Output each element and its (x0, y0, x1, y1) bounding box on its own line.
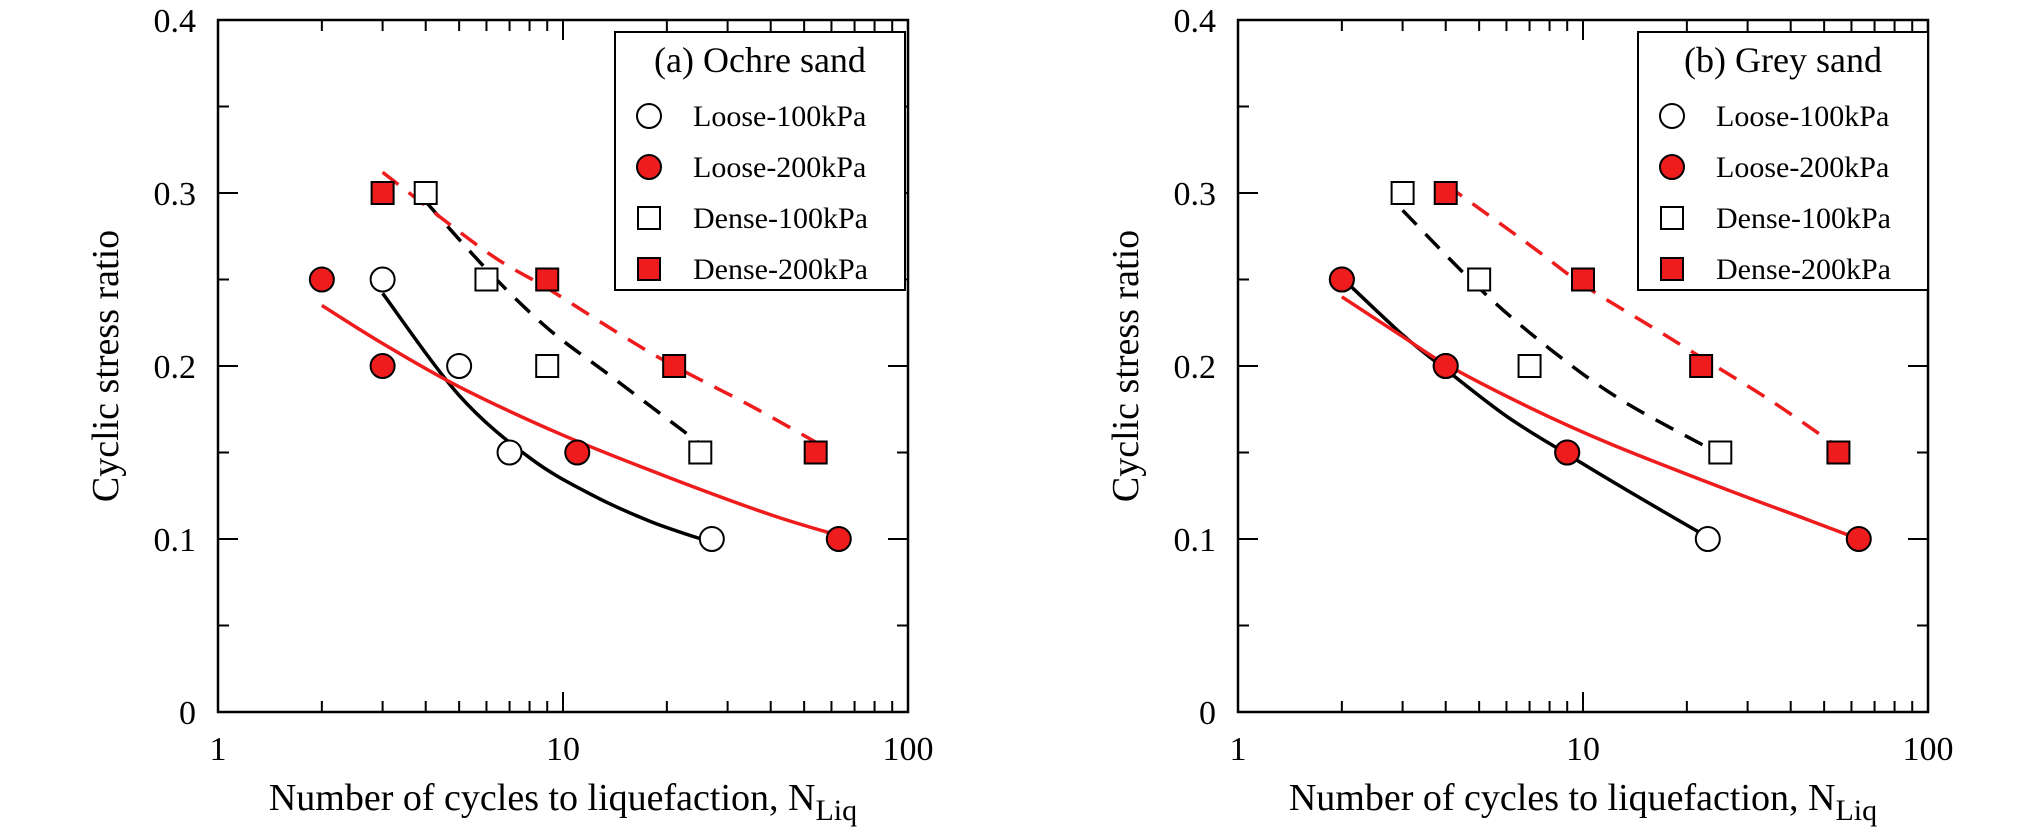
legend-label: Dense-100kPa (693, 202, 868, 235)
legend-marker (1660, 206, 1684, 230)
y-tick-label: 0 (179, 695, 196, 732)
data-point-loose-200kpa (1845, 526, 1872, 552)
legend-title: (b) Grey sand (1684, 40, 1882, 80)
data-point-loose-100kpa (1694, 526, 1721, 552)
fit-curve-loose-100kpa (1340, 276, 1709, 539)
legend-marker (637, 206, 661, 230)
data-point-loose-100kpa (369, 266, 396, 293)
legend-box (614, 31, 906, 291)
legend-label: Loose-100kPa (693, 100, 866, 133)
chart-panel-b: 1 10 100 0 0.1 0.2 0.3 0.4 Number of cycles to l… (1105, 3, 1954, 827)
data-point-dense-200kpa (1433, 181, 1458, 205)
y-tick-label: 0.3 (154, 176, 197, 213)
legend-marker (637, 257, 661, 281)
legend-marker (1659, 154, 1685, 180)
data-point-loose-200kpa (369, 353, 396, 379)
data-point-dense-200kpa (803, 440, 828, 465)
data-point-loose-100kpa (496, 439, 523, 466)
data-point-loose-200kpa (1554, 439, 1581, 466)
y-tick-label: 0.1 (154, 522, 197, 559)
legend-marker (1660, 257, 1684, 281)
data-point-dense-100kpa (1390, 181, 1415, 205)
data-point-loose-200kpa (564, 439, 591, 466)
x-tick-label: 100 (1903, 731, 1954, 768)
y-tick-label: 0.2 (154, 349, 197, 386)
data-point-loose-200kpa (825, 526, 852, 552)
y-tick-label: 0 (1199, 695, 1216, 732)
data-point-dense-100kpa (1708, 440, 1733, 465)
x-axis-title-main: Number of cycles to liquefaction, N (269, 777, 816, 819)
fit-curve-loose-200kpa (1340, 295, 1860, 541)
data-point-dense-100kpa (1467, 267, 1492, 292)
legend-marker (636, 103, 662, 129)
fit-curve-dense-200kpa (1444, 182, 1840, 449)
x-axis-title-subscript: Liq (1835, 794, 1877, 827)
data-point-loose-200kpa (308, 266, 335, 293)
legend-box (1637, 31, 1929, 291)
legend-label: Dense-200kPa (693, 253, 868, 286)
fit-curve-dense-200kpa (381, 170, 817, 444)
data-point-dense-100kpa (474, 267, 499, 292)
y-axis-title: Cyclic stress ratio (85, 230, 127, 502)
chart-panel-a: 1 10 100 0 0.1 0.2 0.3 0.4 Number of cycles to l… (85, 3, 934, 827)
legend-label: Dense-100kPa (1716, 202, 1891, 235)
legend-title: (a) Ochre sand (654, 40, 866, 80)
data-point-dense-200kpa (1689, 354, 1714, 378)
y-tick-label: 0.4 (154, 3, 197, 40)
x-tick-label: 10 (546, 731, 580, 768)
fit-curve-dense-100kpa (424, 200, 702, 446)
data-point-dense-100kpa (413, 181, 438, 205)
legend-label: Loose-100kPa (1716, 100, 1889, 133)
data-point-dense-200kpa (1826, 440, 1851, 465)
x-tick-label: 1 (1230, 731, 1247, 768)
data-point-loose-200kpa (1432, 353, 1459, 379)
legend: (b) Grey sand Loose-100kPa Loose-200kPa Den… (1637, 31, 1929, 291)
y-tick-label: 0.4 (1174, 3, 1217, 40)
data-point-dense-200kpa (370, 181, 395, 205)
data-point-dense-200kpa (662, 354, 687, 378)
data-point-loose-200kpa (1328, 266, 1355, 293)
data-point-dense-100kpa (535, 354, 560, 378)
legend-label: Loose-200kPa (693, 151, 866, 184)
x-axis-title: Number of cycles to liquefaction, NLiq (269, 777, 857, 827)
legend-marker (636, 154, 662, 180)
y-tick-label: 0.3 (1174, 176, 1217, 213)
fit-curve-loose-200kpa (320, 303, 840, 538)
legend-label: Dense-200kPa (1716, 253, 1891, 286)
data-point-loose-100kpa (698, 526, 725, 552)
legend-marker (1659, 103, 1685, 129)
x-axis-title-main: Number of cycles to liquefaction, N (1289, 777, 1836, 819)
y-tick-label: 0.1 (1174, 522, 1217, 559)
data-point-dense-100kpa (1517, 354, 1542, 378)
data-point-dense-200kpa (535, 267, 560, 292)
data-point-loose-100kpa (446, 353, 473, 379)
fit-curve-dense-100kpa (1401, 209, 1722, 456)
x-tick-label: 100 (883, 731, 934, 768)
x-tick-label: 10 (1566, 731, 1600, 768)
legend-label: Loose-200kPa (1716, 151, 1889, 184)
x-tick-label: 1 (210, 731, 227, 768)
legend: (a) Ochre sand Loose-100kPa Loose-200kPa De… (614, 31, 906, 291)
fit-curve-loose-100kpa (381, 292, 713, 545)
data-point-dense-100kpa (688, 440, 713, 465)
y-tick-label: 0.2 (1174, 349, 1217, 386)
data-point-dense-200kpa (1571, 267, 1595, 292)
x-axis-title: Number of cycles to liquefaction, NLiq (1289, 777, 1877, 827)
y-axis-title: Cyclic stress ratio (1105, 230, 1147, 502)
x-axis-title-subscript: Liq (815, 794, 857, 827)
